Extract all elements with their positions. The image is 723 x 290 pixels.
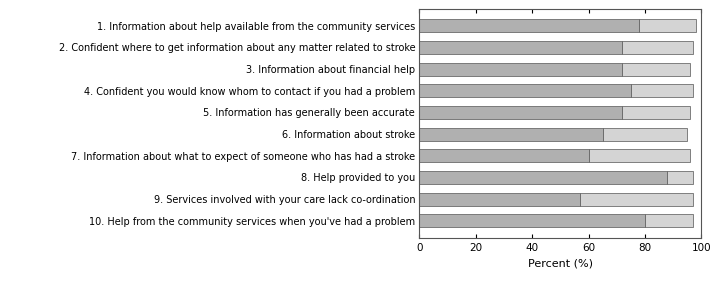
Bar — [419, 63, 623, 75]
Bar — [419, 149, 589, 162]
X-axis label: Percent (%): Percent (%) — [528, 258, 593, 268]
Bar — [603, 128, 687, 141]
Bar — [639, 19, 696, 32]
Bar — [589, 149, 690, 162]
Bar — [419, 214, 645, 227]
Bar — [419, 41, 623, 54]
Bar — [419, 128, 603, 141]
Bar — [623, 63, 690, 75]
Bar — [419, 19, 639, 32]
Bar — [419, 193, 580, 206]
Bar — [623, 106, 690, 119]
Bar — [645, 214, 693, 227]
Bar — [580, 193, 693, 206]
Bar — [419, 171, 667, 184]
Bar — [667, 171, 693, 184]
Bar — [419, 84, 630, 97]
Bar — [630, 84, 693, 97]
Bar — [623, 41, 693, 54]
Bar — [419, 106, 623, 119]
